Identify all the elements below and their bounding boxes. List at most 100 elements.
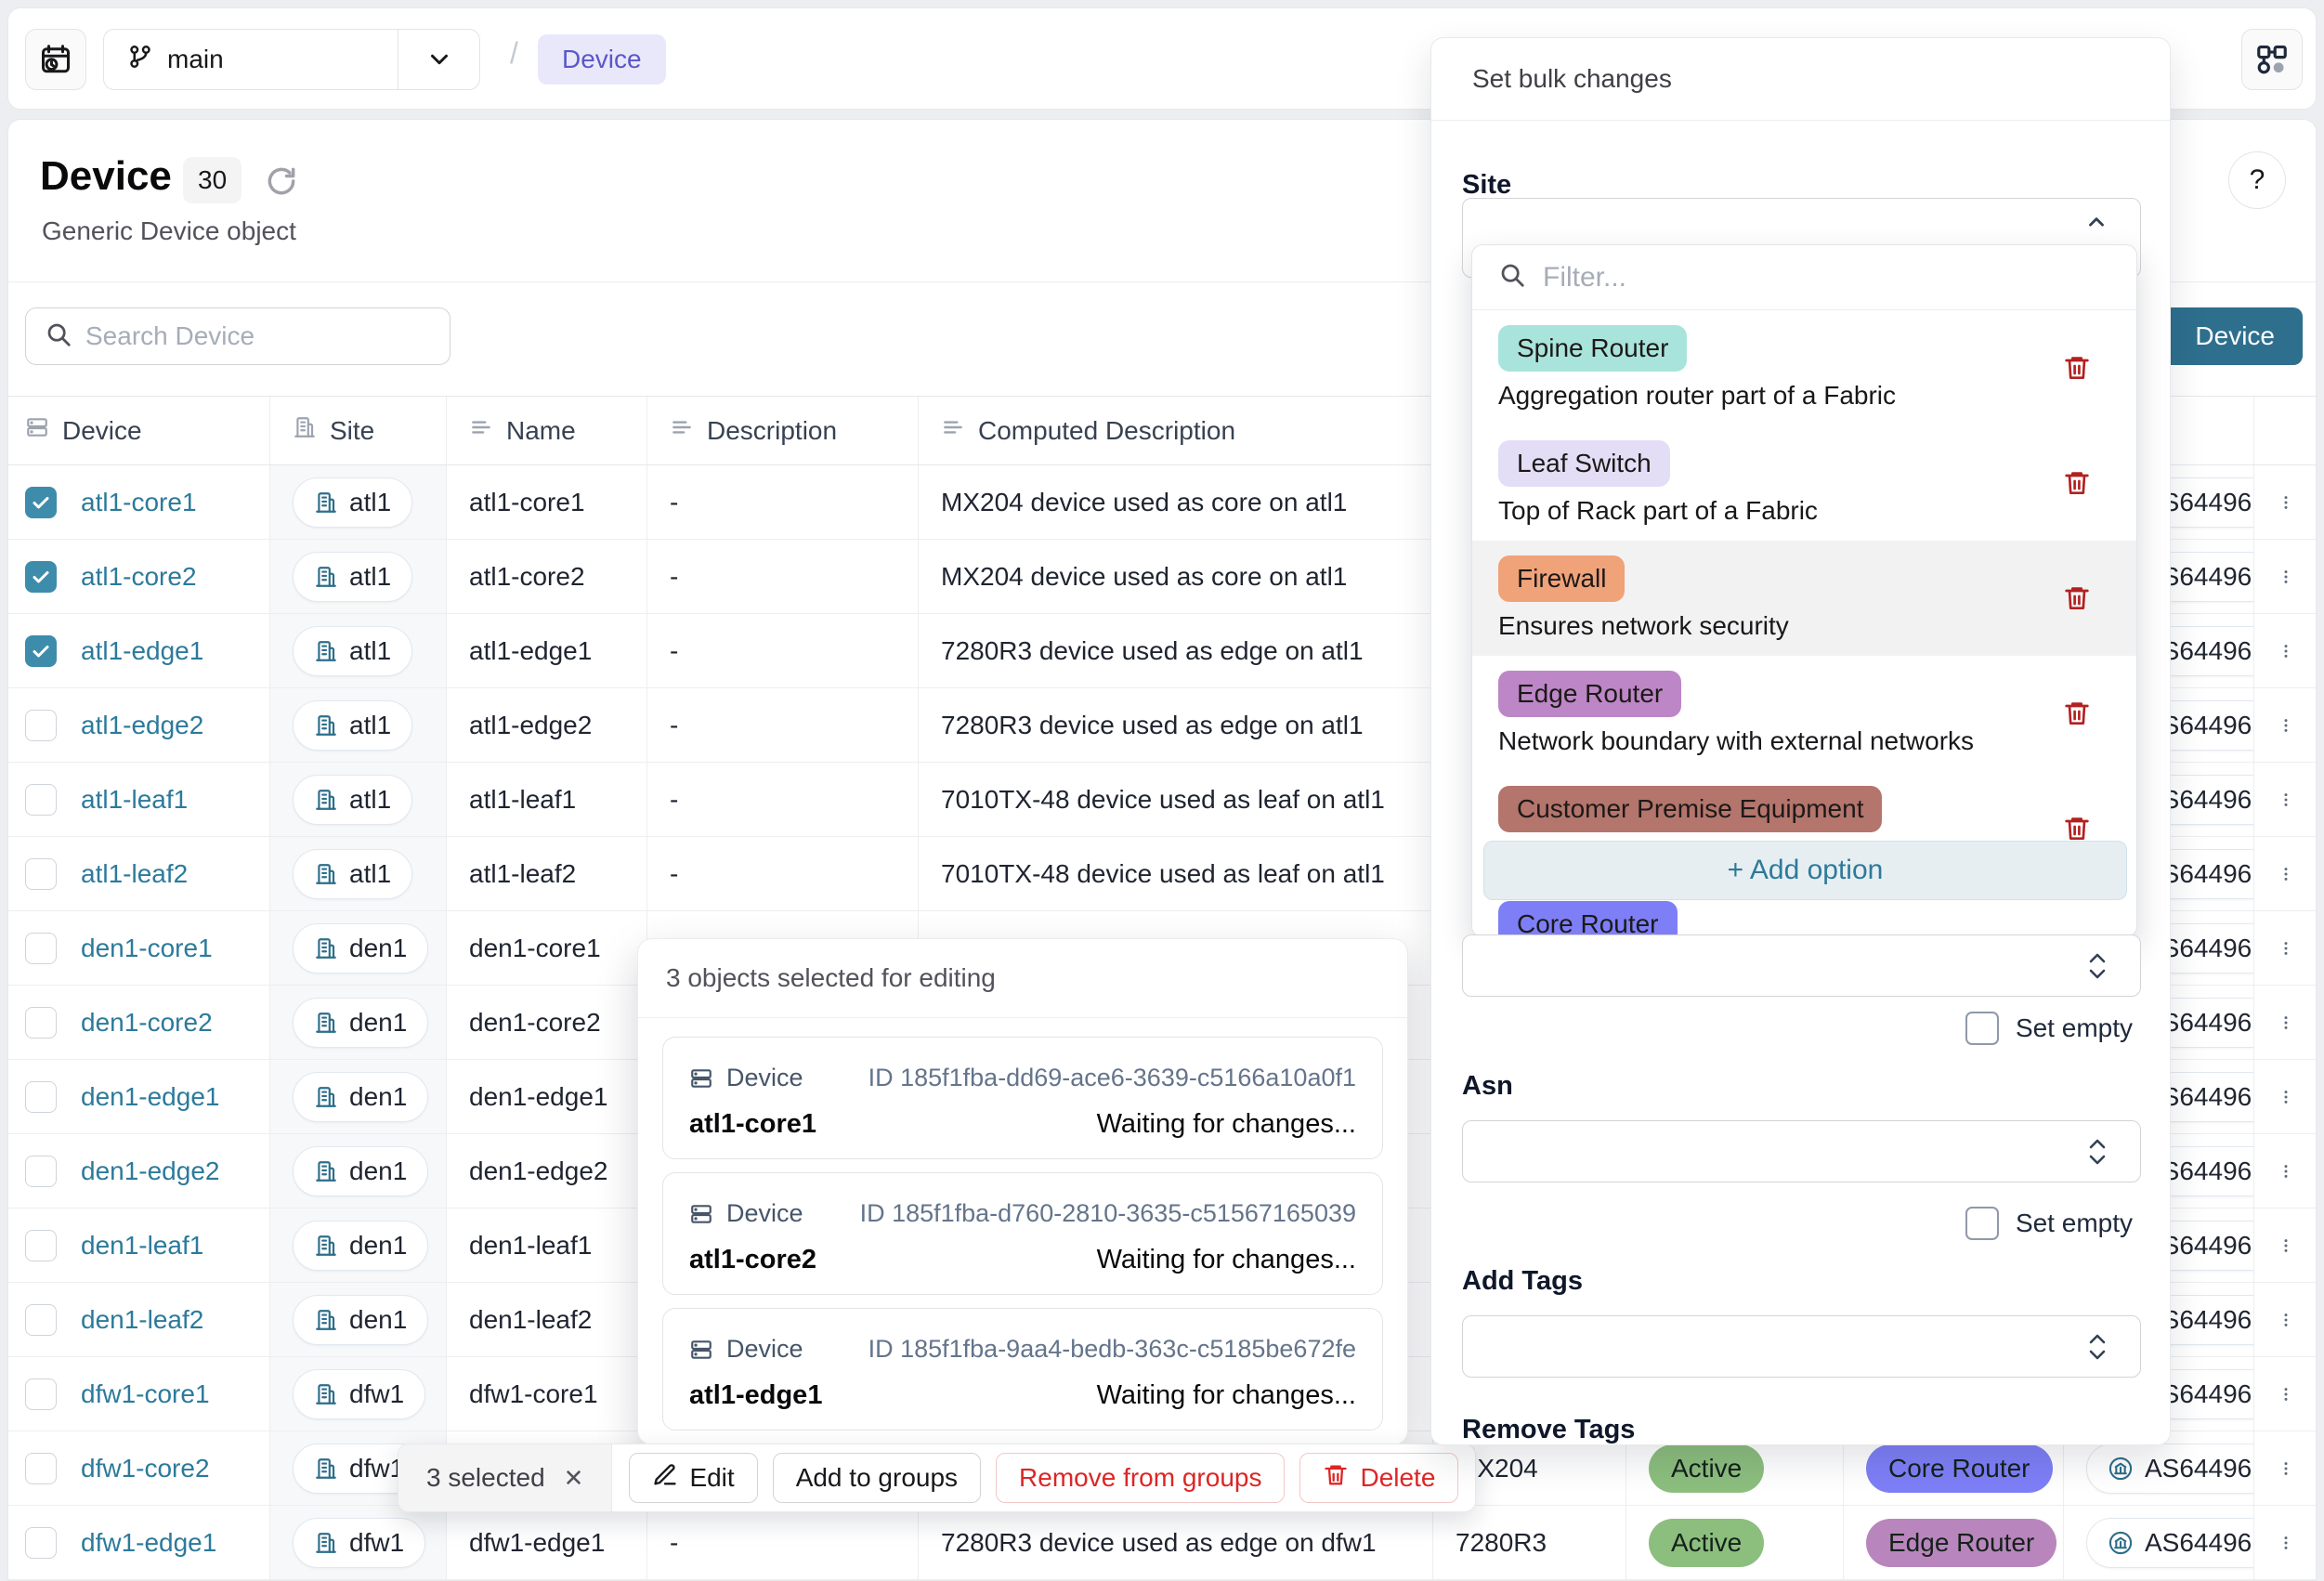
search-device-box[interactable] (25, 307, 450, 365)
row-menu-kebab-icon[interactable] (2253, 1506, 2316, 1579)
row-checkbox[interactable] (25, 486, 57, 518)
remove-from-groups-button[interactable]: Remove from groups (996, 1453, 1286, 1503)
device-link[interactable]: den1-core1 (81, 933, 213, 962)
branch-selector[interactable]: main (103, 29, 480, 90)
dropdown-filter-row[interactable] (1472, 245, 2136, 310)
dropdown-option-firewall[interactable]: Firewall Ensures network security (1472, 541, 2136, 656)
site-pill[interactable]: den1 (293, 1071, 429, 1122)
row-checkbox[interactable] (25, 1006, 57, 1039)
add-device-button[interactable]: Device (2147, 307, 2303, 365)
row-menu-kebab-icon[interactable] (2253, 1060, 2316, 1133)
row-checkbox[interactable] (25, 1378, 57, 1410)
row-checkbox[interactable] (25, 1452, 57, 1484)
row-checkbox[interactable] (25, 1526, 57, 1559)
site-pill[interactable]: atl1 (293, 551, 413, 602)
row-checkbox[interactable] (25, 1303, 57, 1336)
delete-option-trash-icon[interactable] (2062, 814, 2092, 843)
device-link[interactable]: atl1-edge1 (81, 635, 204, 665)
site-pill[interactable]: den1 (293, 1145, 429, 1196)
add-option-button[interactable]: + Add option (1483, 841, 2127, 900)
row-menu-kebab-icon[interactable] (2253, 465, 2316, 539)
row-menu-kebab-icon[interactable] (2253, 540, 2316, 613)
breadcrumb-device[interactable]: Device (538, 34, 666, 85)
row-menu-kebab-icon[interactable] (2253, 1134, 2316, 1208)
delete-option-trash-icon[interactable] (2062, 468, 2092, 498)
device-link[interactable]: dfw1-edge1 (81, 1527, 217, 1557)
device-link[interactable]: atl1-core2 (81, 561, 197, 591)
column-header-name[interactable]: Name (446, 397, 646, 464)
delete-option-trash-icon[interactable] (2062, 583, 2092, 613)
row-menu-kebab-icon[interactable] (2253, 1209, 2316, 1282)
device-link[interactable]: dfw1-core1 (81, 1378, 210, 1408)
row-checkbox[interactable] (25, 783, 57, 816)
device-link[interactable]: den1-leaf1 (81, 1230, 204, 1260)
column-header-device[interactable]: Device (8, 397, 269, 464)
column-header-site[interactable]: Site (269, 397, 446, 464)
dropdown-option-spine-router[interactable]: Spine Router Aggregation router part of a… (1472, 310, 2136, 425)
search-input[interactable] (85, 321, 431, 351)
row-menu-kebab-icon[interactable] (2253, 763, 2316, 836)
column-header-description[interactable]: Description (646, 397, 918, 464)
row-checkbox[interactable] (25, 709, 57, 741)
row-checkbox[interactable] (25, 634, 57, 667)
asn-pill[interactable]: AS64496, (2086, 1443, 2253, 1494)
row-checkbox[interactable] (25, 1229, 57, 1261)
site-pill[interactable]: den1 (293, 1294, 429, 1345)
site-pill[interactable]: den1 (293, 1220, 429, 1271)
device-link[interactable]: den1-core2 (81, 1007, 213, 1037)
row-menu-kebab-icon[interactable] (2253, 1431, 2316, 1505)
row-checkbox[interactable] (25, 560, 57, 593)
device-link[interactable]: den1-edge2 (81, 1156, 220, 1185)
site-pill[interactable]: atl1 (293, 774, 413, 825)
asn-select[interactable] (1462, 1120, 2141, 1182)
dropdown-filter-input[interactable] (1543, 261, 2110, 294)
device-link[interactable]: atl1-leaf1 (81, 784, 189, 814)
row-checkbox[interactable] (25, 932, 57, 964)
asn-pill[interactable]: AS64496, (2086, 1517, 2253, 1568)
row-menu-kebab-icon[interactable] (2253, 688, 2316, 762)
row-checkbox[interactable] (25, 857, 57, 890)
site-value-select[interactable] (1462, 934, 2141, 997)
add-to-groups-button[interactable]: Add to groups (772, 1453, 982, 1503)
site-pill[interactable]: atl1 (293, 477, 413, 528)
name-cell: dfw1-core1 (446, 1357, 646, 1431)
edit-button[interactable]: Edit (629, 1453, 758, 1503)
row-checkbox[interactable] (25, 1080, 57, 1113)
site-pill[interactable]: atl1 (293, 848, 413, 899)
site-pill[interactable]: den1 (293, 997, 429, 1048)
schema-diagram-icon[interactable] (2241, 29, 2303, 90)
row-menu-kebab-icon[interactable] (2253, 911, 2316, 985)
refresh-icon[interactable] (261, 161, 302, 202)
row-menu-kebab-icon[interactable] (2253, 1283, 2316, 1356)
row-menu-kebab-icon[interactable] (2253, 837, 2316, 910)
device-link[interactable]: dfw1-core2 (81, 1453, 210, 1483)
clear-selection-icon[interactable]: ✕ (563, 1463, 584, 1492)
site-pill[interactable]: den1 (293, 922, 429, 973)
building-icon (314, 1308, 338, 1332)
row-menu-kebab-icon[interactable] (2253, 614, 2316, 687)
device-link[interactable]: den1-leaf2 (81, 1304, 204, 1334)
site-pill[interactable]: dfw1 (293, 1368, 426, 1419)
site-pill[interactable]: atl1 (293, 699, 413, 751)
delete-option-trash-icon[interactable] (2062, 699, 2092, 728)
help-button[interactable]: ? (2228, 151, 2286, 209)
row-menu-kebab-icon[interactable] (2253, 1357, 2316, 1431)
add-tags-select[interactable] (1462, 1315, 2141, 1378)
delete-button[interactable]: Delete (1299, 1453, 1459, 1503)
device-link[interactable]: atl1-edge2 (81, 710, 204, 739)
delete-option-trash-icon[interactable] (2062, 353, 2092, 383)
device-link[interactable]: atl1-core1 (81, 487, 197, 516)
row-checkbox[interactable] (25, 1155, 57, 1187)
device-link[interactable]: den1-edge1 (81, 1081, 220, 1111)
calendar-clock-icon[interactable] (25, 29, 86, 90)
column-header-computed-description[interactable]: Computed Description (918, 397, 1432, 464)
row-menu-kebab-icon[interactable] (2253, 986, 2316, 1059)
dropdown-option-leaf-switch[interactable]: Leaf Switch Top of Rack part of a Fabric (1472, 425, 2136, 541)
asn-set-empty-checkbox[interactable] (1965, 1207, 1999, 1240)
site-pill[interactable]: atl1 (293, 625, 413, 676)
site-set-empty-checkbox[interactable] (1965, 1012, 1999, 1045)
device-link[interactable]: atl1-leaf2 (81, 858, 189, 888)
chevron-down-icon[interactable] (398, 30, 479, 89)
site-pill[interactable]: dfw1 (293, 1517, 426, 1568)
dropdown-option-edge-router[interactable]: Edge Router Network boundary with externa… (1472, 656, 2136, 771)
